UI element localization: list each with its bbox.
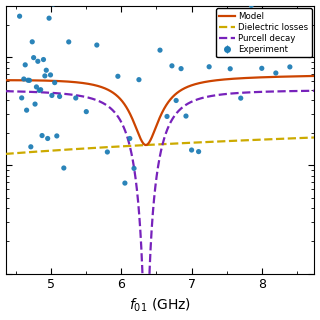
Point [132,166,137,171]
Point [169,63,174,68]
Point [136,77,141,82]
Point [84,109,89,114]
Point [49,93,54,98]
Point [41,57,46,62]
Point [189,148,194,153]
Point [38,87,43,92]
Point [35,59,40,64]
Point [179,66,184,71]
Point [19,95,24,100]
Point [45,136,50,141]
Point [23,62,28,68]
Point [26,78,31,83]
Legend: Model, Dielectric losses, Purcell decay, Experiment: Model, Dielectric losses, Purcell decay,… [216,8,312,58]
Point [249,3,254,8]
Point [287,64,292,69]
Point [21,76,26,82]
Point [164,114,170,119]
Point [105,149,110,155]
Point [42,73,47,78]
X-axis label: $f_{01}$ (GHz): $f_{01}$ (GHz) [129,297,191,315]
Point [17,14,22,19]
Point [57,94,62,99]
Point [28,144,33,149]
Point [48,72,53,77]
Point [46,16,52,21]
Point [127,136,132,141]
Point [228,66,233,71]
Point [24,108,29,113]
Point [66,39,71,44]
Point [183,114,188,119]
Point [259,66,264,71]
Point [51,1,56,6]
Point [54,133,60,139]
Point [34,84,39,90]
Point [157,48,163,53]
Point [37,88,42,93]
Point [122,180,127,186]
Point [94,43,100,48]
Point [27,78,32,83]
Point [61,165,66,171]
Point [115,74,120,79]
Point [39,133,44,138]
Point [33,101,38,107]
Point [273,70,278,76]
Point [52,80,57,85]
Point [173,98,179,103]
Point [31,55,36,60]
Point [196,149,201,154]
Point [207,64,212,69]
Point [44,68,49,73]
Point [73,95,78,100]
Point [238,96,243,101]
Point [30,39,35,44]
